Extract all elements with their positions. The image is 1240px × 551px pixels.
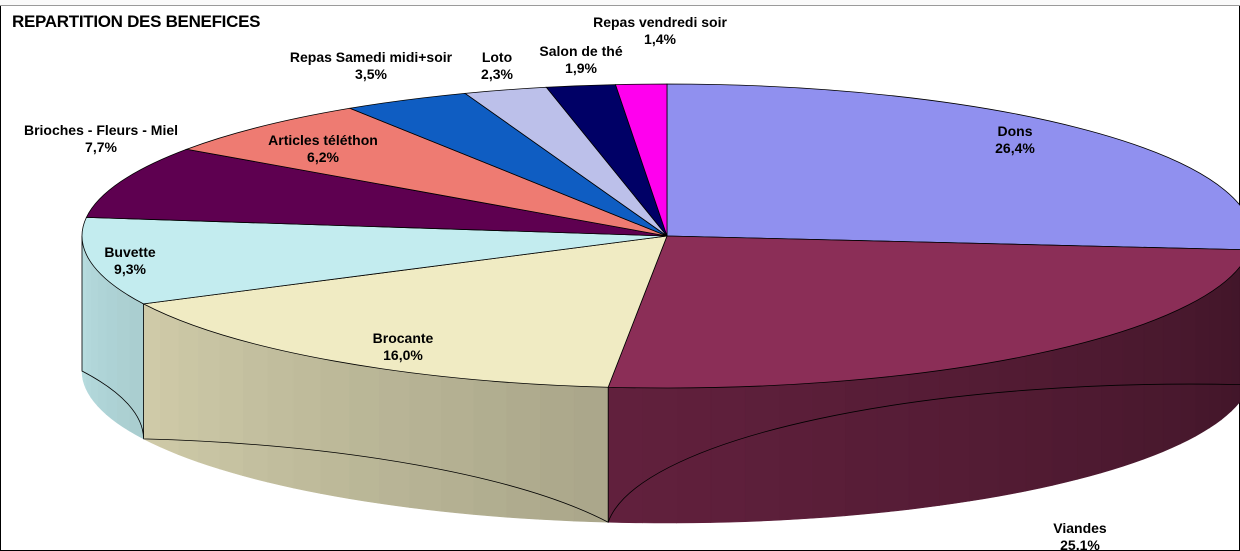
slice-label-brioches-fleurs-miel: Brioches - Fleurs - Miel bbox=[24, 122, 178, 138]
slice-label-loto: Loto bbox=[482, 49, 512, 65]
slice-label-brocante: Brocante bbox=[373, 330, 434, 346]
slice-value-buvette: 9,3% bbox=[114, 261, 146, 277]
slice-value-repas-samedi-midi-soir: 3,5% bbox=[355, 66, 387, 82]
slice-value-brioches-fleurs-miel: 7,7% bbox=[85, 139, 117, 155]
slice-label-dons: Dons bbox=[998, 123, 1033, 139]
pie-slice-articles-telethon bbox=[185, 107, 668, 237]
pie-slice-dons bbox=[666, 83, 1240, 251]
slice-label-repas-vendredi-soir: Repas vendredi soir bbox=[593, 14, 727, 30]
slice-label-viandes: Viandes bbox=[1053, 520, 1107, 536]
chart-title: REPARTITION DES BENEFICES bbox=[12, 12, 261, 31]
slice-label-buvette: Buvette bbox=[104, 244, 156, 260]
slice-value-viandes: 25,1% bbox=[1060, 537, 1100, 551]
slice-value-salon-de-the: 1,9% bbox=[565, 60, 597, 76]
pie-slice-brioches-fleurs-miel bbox=[85, 148, 668, 237]
slice-value-dons: 26,4% bbox=[995, 140, 1035, 156]
slice-label-repas-samedi-midi-soir: Repas Samedi midi+soir bbox=[290, 49, 453, 65]
slice-label-salon-de-the: Salon de thé bbox=[539, 43, 622, 59]
slice-value-articles-telethon: 6,2% bbox=[307, 149, 339, 165]
slice-label-articles-telethon: Articles téléthon bbox=[268, 132, 378, 148]
pie-slice-buvette bbox=[81, 216, 668, 305]
pie-slice-viandes bbox=[607, 235, 1240, 389]
pie-slice-brocante bbox=[142, 235, 668, 388]
slice-value-repas-vendredi-soir: 1,4% bbox=[644, 31, 676, 47]
slice-value-brocante: 16,0% bbox=[383, 347, 423, 363]
slice-value-loto: 2,3% bbox=[481, 66, 513, 82]
top-strip bbox=[0, 0, 1240, 6]
pie-slice-repas-vendredi-soir bbox=[614, 83, 668, 237]
